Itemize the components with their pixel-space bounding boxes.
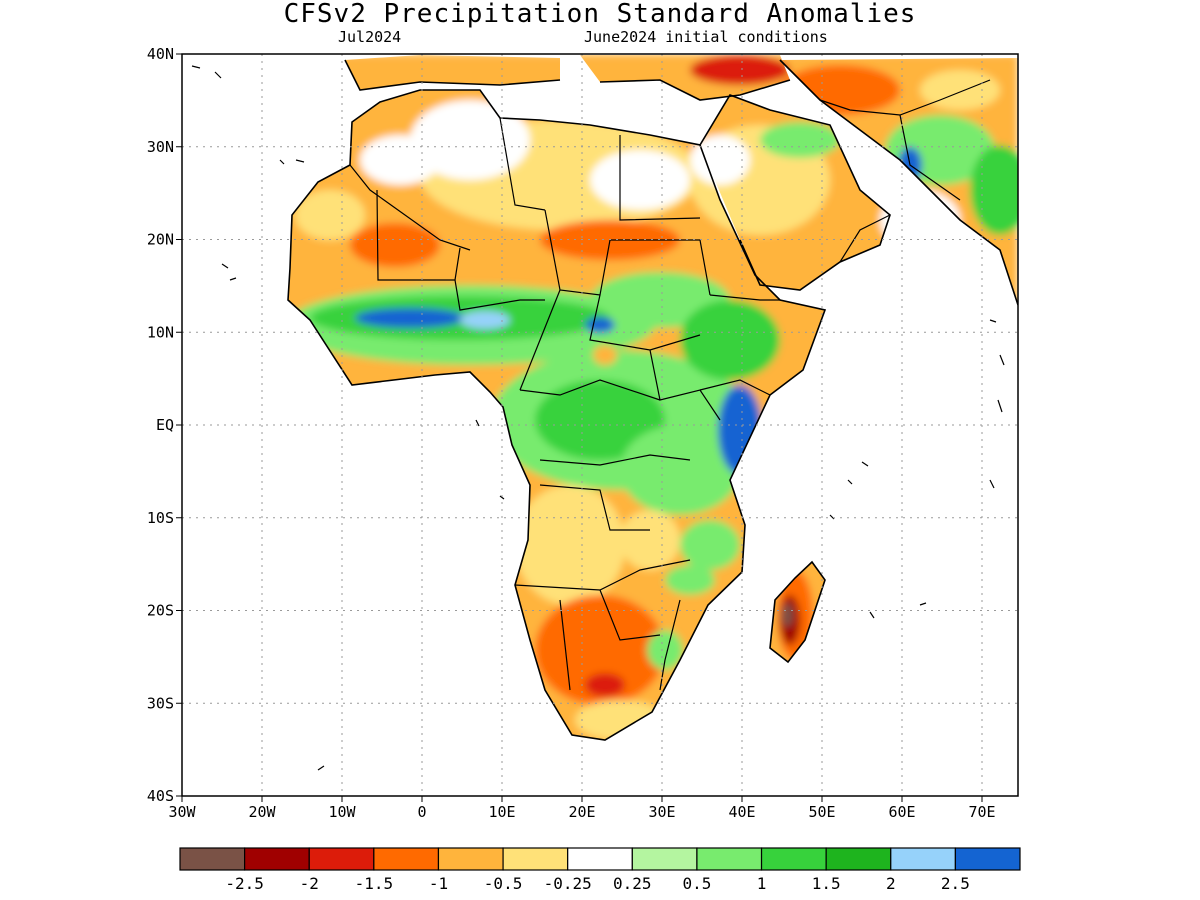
axis-ticks <box>176 53 983 802</box>
initial-conditions: June2024 initial conditions <box>584 28 828 46</box>
colorbar-label: 2.5 <box>941 874 970 893</box>
forecast-month: Jul2024 <box>338 28 402 46</box>
colorbar <box>179 847 1021 871</box>
colorbar-swatch <box>760 847 827 871</box>
colorbar-label: -2.5 <box>225 874 264 893</box>
lon-label: 20E <box>568 803 595 821</box>
colorbar-swatch <box>244 847 310 871</box>
colorbar-swatch <box>502 847 569 871</box>
colorbar-label: 0.25 <box>613 874 652 893</box>
lon-label: 10W <box>328 803 356 821</box>
colorbar-label: -0.25 <box>544 874 592 893</box>
lon-label: 50E <box>808 803 835 821</box>
country-borders <box>349 79 991 691</box>
lat-label: 20S <box>147 602 174 620</box>
colorbar-swatch <box>179 847 246 871</box>
map-title: CFSv2 Precipitation Standard Anomalies <box>283 0 917 29</box>
lon-label: 60E <box>888 803 915 821</box>
colorbar-swatch <box>954 847 1021 871</box>
colorbar-labels: -2.5 -2 -1.5 -1 -0.5 -0.25 0.25 0.5 1 1.5 2 2.5 <box>225 874 969 893</box>
lat-label: 30N <box>147 138 174 156</box>
lat-label: 20N <box>147 231 174 249</box>
lat-label: 10S <box>147 509 174 527</box>
colorbar-swatch <box>567 847 633 871</box>
lon-label: 30E <box>648 803 675 821</box>
colorbar-swatch <box>696 847 763 871</box>
lon-label: 10E <box>488 803 515 821</box>
lon-label: 70E <box>968 803 995 821</box>
colorbar-swatch <box>437 847 504 871</box>
lat-label: 10N <box>147 323 174 341</box>
colorbar-swatch <box>373 847 440 871</box>
latitude-labels: 40N 30N 20N 10N EQ 10S 20S 30S 40S <box>147 45 174 805</box>
lat-label: 40N <box>147 45 174 63</box>
colorbar-label: -2 <box>300 874 319 893</box>
longitude-labels: 30W 20W 10W 0 10E 20E 30E 40E 50E 60E 70E <box>168 803 995 821</box>
colorbar-swatch <box>825 847 892 871</box>
colorbar-swatch <box>631 847 698 871</box>
colorbar-swatch <box>308 847 375 871</box>
lat-label: 40S <box>147 787 174 805</box>
colorbar-label: 2 <box>886 874 896 893</box>
lat-label: EQ <box>156 416 174 434</box>
colorbar-label: -0.5 <box>484 874 523 893</box>
colorbar-swatch <box>890 847 956 871</box>
islands <box>191 65 1005 771</box>
colorbar-label: 1 <box>757 874 767 893</box>
lon-label: 40E <box>728 803 755 821</box>
colorbar-label: 1.5 <box>812 874 841 893</box>
lon-label: 0 <box>417 803 426 821</box>
colorbar-label: -1 <box>429 874 448 893</box>
gridlines <box>182 54 1018 796</box>
lat-label: 30S <box>147 694 174 712</box>
lon-label: 20W <box>248 803 276 821</box>
lon-label: 30W <box>168 803 196 821</box>
colorbar-label: -1.5 <box>355 874 394 893</box>
colorbar-label: 0.5 <box>682 874 711 893</box>
